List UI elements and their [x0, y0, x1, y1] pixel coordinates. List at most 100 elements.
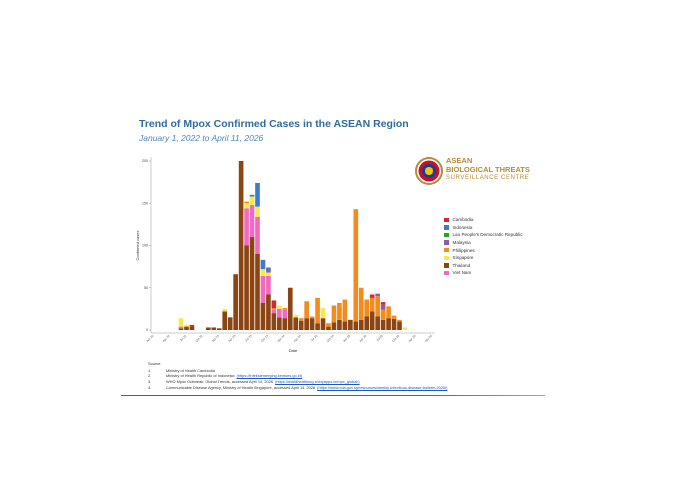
legend-swatch — [444, 240, 449, 245]
x-tick-label: Jul 22 — [179, 334, 188, 343]
x-tick-label: Jan 22 — [145, 334, 154, 343]
logo-line-3: SURVEILLANCE CENTRE — [446, 175, 530, 181]
legend-swatch — [444, 225, 449, 230]
bar-segment — [364, 299, 370, 317]
bar-segment — [331, 322, 337, 330]
bar-segment — [369, 297, 375, 312]
legend-label: Lao People's Democratic Republic — [452, 232, 523, 238]
asean-biothreats-logo: ASEAN BIOLOGICAL THREATS SURVEILLANCE CE… — [414, 154, 534, 188]
bar-segment — [189, 324, 195, 327]
bar-segment — [271, 300, 277, 309]
legend-swatch — [444, 270, 449, 276]
legend-swatch — [444, 232, 449, 238]
bar-segment — [369, 294, 375, 298]
bar-segment — [309, 318, 315, 330]
legend-item-vietnam: Viet Nam — [444, 269, 523, 277]
bar-segment — [369, 311, 375, 330]
source-link[interactable]: (https://www.cda.gov.sg/resources/weekly… — [317, 384, 448, 390]
bar-segment — [277, 308, 282, 318]
bar-segment — [337, 302, 342, 320]
legend-item-cambodia: Cambodia — [444, 216, 523, 224]
legend-swatch — [444, 255, 449, 261]
bar-segment — [358, 319, 364, 330]
legend-item-thailand: Thailand — [444, 262, 523, 270]
bar-segment — [298, 320, 304, 330]
bar-segment — [287, 287, 293, 330]
x-tick-label: Apr 23 — [227, 334, 236, 343]
bar-segment — [249, 196, 255, 205]
bar-segment — [282, 309, 288, 319]
legend-item-singapore: Singapore — [444, 254, 523, 262]
bar-segment — [260, 302, 266, 330]
bar-segment — [342, 299, 348, 322]
legend-item-philippines: Philippines — [444, 246, 523, 254]
footer-rule — [121, 395, 545, 396]
bar-segment — [178, 318, 184, 327]
bar-segment — [211, 327, 217, 330]
x-tick-label: Jan 23 — [211, 334, 220, 343]
bar-segment — [391, 319, 397, 330]
logo-line-1: ASEAN — [446, 156, 473, 165]
bar-segment — [260, 269, 266, 276]
y-axis-label: Confirmed cases — [135, 230, 140, 260]
bar-segment — [282, 318, 288, 330]
bar-segment — [178, 326, 184, 329]
bar-segment — [331, 305, 337, 323]
legend-label: Singapore — [452, 255, 474, 261]
bar-segment — [375, 296, 380, 317]
bar-segment — [342, 321, 348, 330]
y-tick-label: 200 — [142, 159, 148, 163]
sources-heading: Source: — [148, 361, 162, 366]
x-tick-label: Apr 25 — [358, 334, 367, 343]
bar-segment — [397, 321, 402, 330]
bar-segment — [380, 309, 386, 320]
legend-label: Philippines — [452, 247, 475, 253]
legend-swatch — [444, 247, 449, 253]
bar-segment — [380, 319, 386, 330]
legend-item-indonesia: Indonesia — [444, 224, 523, 232]
legend-label: Cambodia — [452, 217, 474, 223]
bar-segment — [266, 267, 271, 270]
bar-segment — [266, 270, 271, 273]
bar-segment — [255, 182, 260, 207]
source-link[interactable]: (https://infeksiemerging.kemkes.go.id) — [236, 373, 303, 379]
bar-segment — [386, 306, 391, 319]
bar-segment — [249, 194, 255, 197]
bar-segment — [391, 315, 397, 320]
source-item: 4. Communicable Disease Agency, Ministry … — [148, 384, 447, 390]
sources-block: Source: 1. Ministry of Health Cambodia 2.… — [148, 361, 447, 390]
x-tick-label: Jan 25 — [342, 334, 351, 343]
bar-segment — [244, 203, 249, 209]
x-tick-label: Oct 22 — [195, 334, 204, 343]
bar-segment — [255, 206, 260, 217]
bar-segment — [348, 319, 353, 330]
bar-segment — [266, 275, 271, 295]
x-tick-label: Jul 23 — [244, 334, 253, 343]
x-tick-label: Jul 25 — [375, 334, 384, 343]
bar-segment — [227, 317, 233, 330]
bar-segment — [309, 316, 315, 319]
bar-segment — [304, 301, 309, 319]
bar-segment — [315, 323, 320, 330]
bar-segment — [244, 208, 249, 246]
x-tick-label: Oct 25 — [391, 334, 400, 343]
bar-segment — [178, 328, 184, 330]
source-link[interactable]: (https://worldhealthorg.shinyapps.io/mpx… — [275, 378, 360, 384]
x-axis-label: Date — [289, 348, 298, 353]
bar-segment — [244, 201, 249, 204]
x-tick-label: Apr 26 — [424, 334, 433, 343]
asean-emblem-icon — [415, 157, 443, 185]
legend-item-lao: Lao People's Democratic Republic — [444, 231, 523, 239]
bar-segment — [304, 318, 309, 330]
y-tick-label: 0 — [146, 328, 148, 332]
legend-label: Malaysia — [452, 240, 471, 246]
bar-segment — [282, 308, 288, 310]
bar-segment — [233, 274, 238, 330]
bar-segment — [260, 275, 266, 303]
bar-segment — [266, 294, 271, 330]
source-text: Ministry of Health Cambodia — [166, 367, 215, 373]
legend-label: Indonesia — [452, 224, 473, 230]
y-tick-label: 150 — [142, 201, 148, 205]
x-tick-label: Jul 24 — [310, 334, 319, 343]
